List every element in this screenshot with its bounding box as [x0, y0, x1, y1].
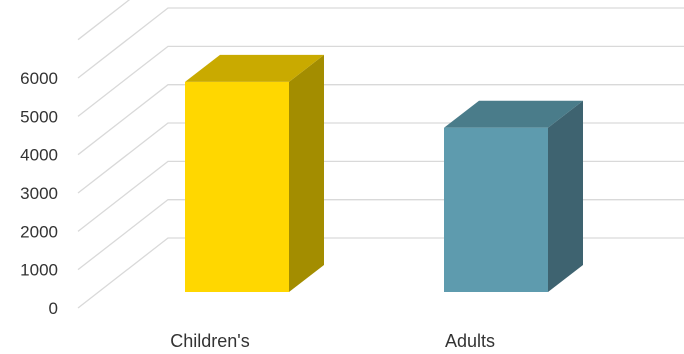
y-axis-ticks: 0 1000 2000 3000 4000 5000 6000 [20, 69, 58, 318]
gridline [77, 237, 684, 309]
bar-front [444, 127, 548, 293]
gridline [77, 7, 684, 79]
gridline [77, 0, 131, 41]
y-tick-label: 2000 [20, 222, 58, 241]
bar-top [185, 54, 324, 82]
bar-top [444, 100, 583, 128]
y-tick-label: 6000 [20, 69, 58, 88]
gridline [77, 199, 684, 271]
gridline [77, 84, 684, 156]
bar [185, 54, 324, 293]
gridline [77, 45, 684, 117]
gridline [77, 160, 684, 232]
y-tick-label: 0 [49, 299, 58, 318]
x-axis-categories: Children's Adults [170, 331, 495, 351]
bar-side [548, 100, 583, 293]
bar-side [289, 54, 324, 293]
x-category-label: Children's [170, 331, 249, 351]
y-tick-label: 4000 [20, 146, 58, 165]
bar [444, 100, 583, 293]
bars [185, 54, 583, 293]
y-tick-label: 1000 [20, 261, 58, 280]
x-category-label: Adults [445, 331, 495, 351]
gridline [77, 122, 684, 194]
gridlines [77, 0, 684, 309]
y-tick-label: 5000 [20, 107, 58, 126]
y-tick-label: 3000 [20, 184, 58, 203]
bar-front [185, 81, 289, 293]
